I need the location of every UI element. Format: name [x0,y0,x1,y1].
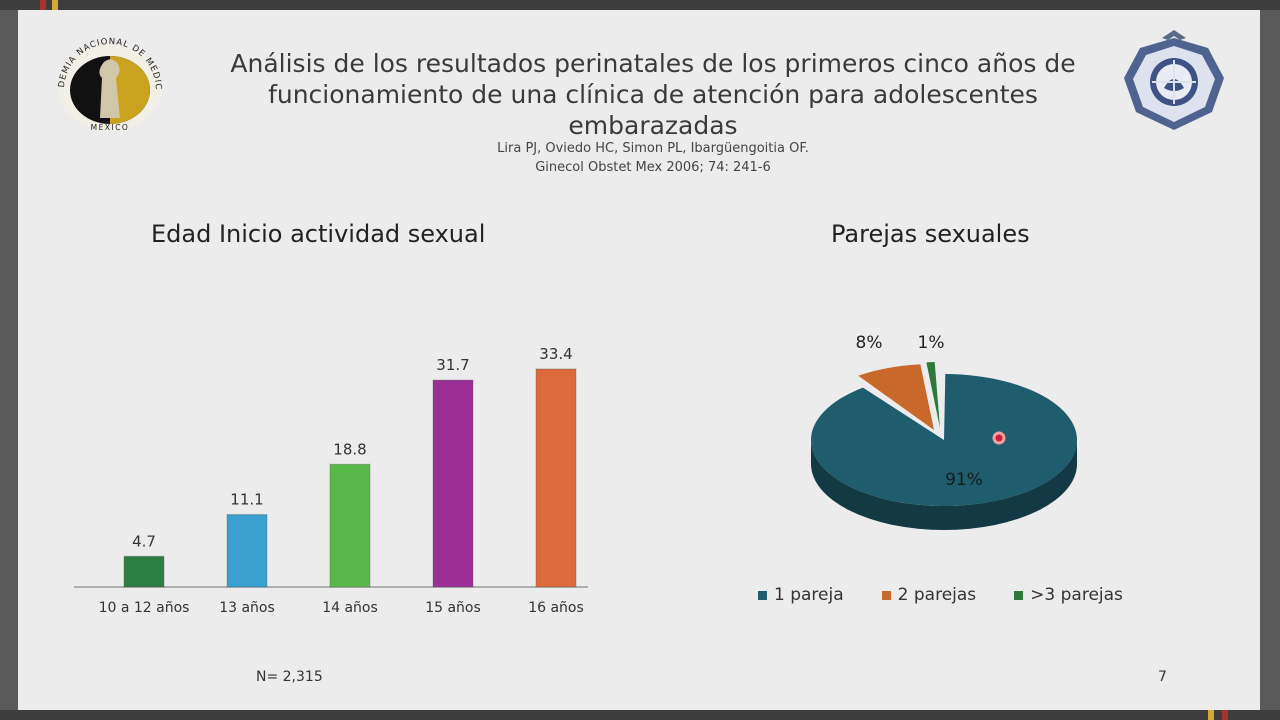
bottom-frame-bar [0,710,1280,720]
bar [535,368,577,588]
pie-slice [811,374,1077,506]
x-tick-label: 13 años [219,600,275,616]
bar-value-label: 33.4 [539,345,572,363]
frame-mark [1222,710,1228,720]
pie-slice [926,362,940,428]
bar-value-label: 11.1 [230,491,263,509]
bar-chart: 4.7 10 a 12 años 11.1 13 años 18.8 14 años 31.… [74,345,588,616]
pie-slice [858,364,934,430]
legend-swatch [1014,590,1024,600]
academia-logo: ACADEMIA NACIONAL DE MEDICINA MÉXICO [50,32,162,132]
citation-authors: Lira PJ, Oviedo HC, Simon PL, Ibargüengo… [497,141,809,156]
x-tick-label: 16 años [528,600,584,616]
frame-mark [52,0,58,10]
svg-text:MÉXICO: MÉXICO [91,123,130,132]
bar [432,379,474,588]
title-line: embarazadas [568,111,738,140]
x-tick-label: 15 años [425,600,481,616]
frame-mark [1208,710,1214,720]
bar [123,555,165,588]
pie-chart: 91% 8% 1% [811,333,1077,530]
x-tick-label: 14 años [322,600,378,616]
legend-swatch [758,590,767,600]
legend-swatch [881,590,891,600]
pie-slice-side [811,440,1077,530]
pie-legend: 1 pareja 2 parejas >3 parejas [758,585,1161,605]
pie-chart-title: Parejas sexuales [831,220,1030,248]
legend-label: 2 parejas [897,585,977,605]
bar-value-label: 18.8 [333,440,366,458]
bar-chart-title: Edad Inicio actividad sexual [151,220,486,248]
bar [226,514,268,588]
legend-item: 2 parejas [881,585,977,605]
institution-emblem [1124,30,1224,130]
frame-mark [40,0,46,10]
pie-value-label: 1% [918,333,945,353]
pie-value-label: 91% [945,470,983,490]
legend-label: >3 parejas [1030,585,1123,605]
pie-value-label: 8% [856,333,883,353]
title-line: Análisis de los resultados perinatales d… [230,49,1076,78]
legend-label: 1 pareja [774,585,844,605]
slide: ACADEMIA NACIONAL DE MEDICINA MÉXICO Aná… [18,10,1260,710]
bar-value-label: 31.7 [436,356,469,374]
bar-value-label: 4.7 [132,532,156,550]
sample-size-label: N= 2,315 [256,669,323,685]
x-tick-label: 10 a 12 años [99,600,190,616]
legend-item: >3 parejas [1014,585,1123,605]
page-number: 7 [1158,669,1167,685]
title-line: funcionamiento de una clínica de atenció… [268,80,1038,109]
top-frame-bar [0,0,1280,10]
pointer-dot [992,431,1006,445]
slide-title: Análisis de los resultados perinatales d… [178,48,1128,141]
legend-item: 1 pareja [758,585,844,605]
bar [329,463,371,588]
citation-journal: Ginecol Obstet Mex 2006; 74: 241-6 [535,160,771,175]
